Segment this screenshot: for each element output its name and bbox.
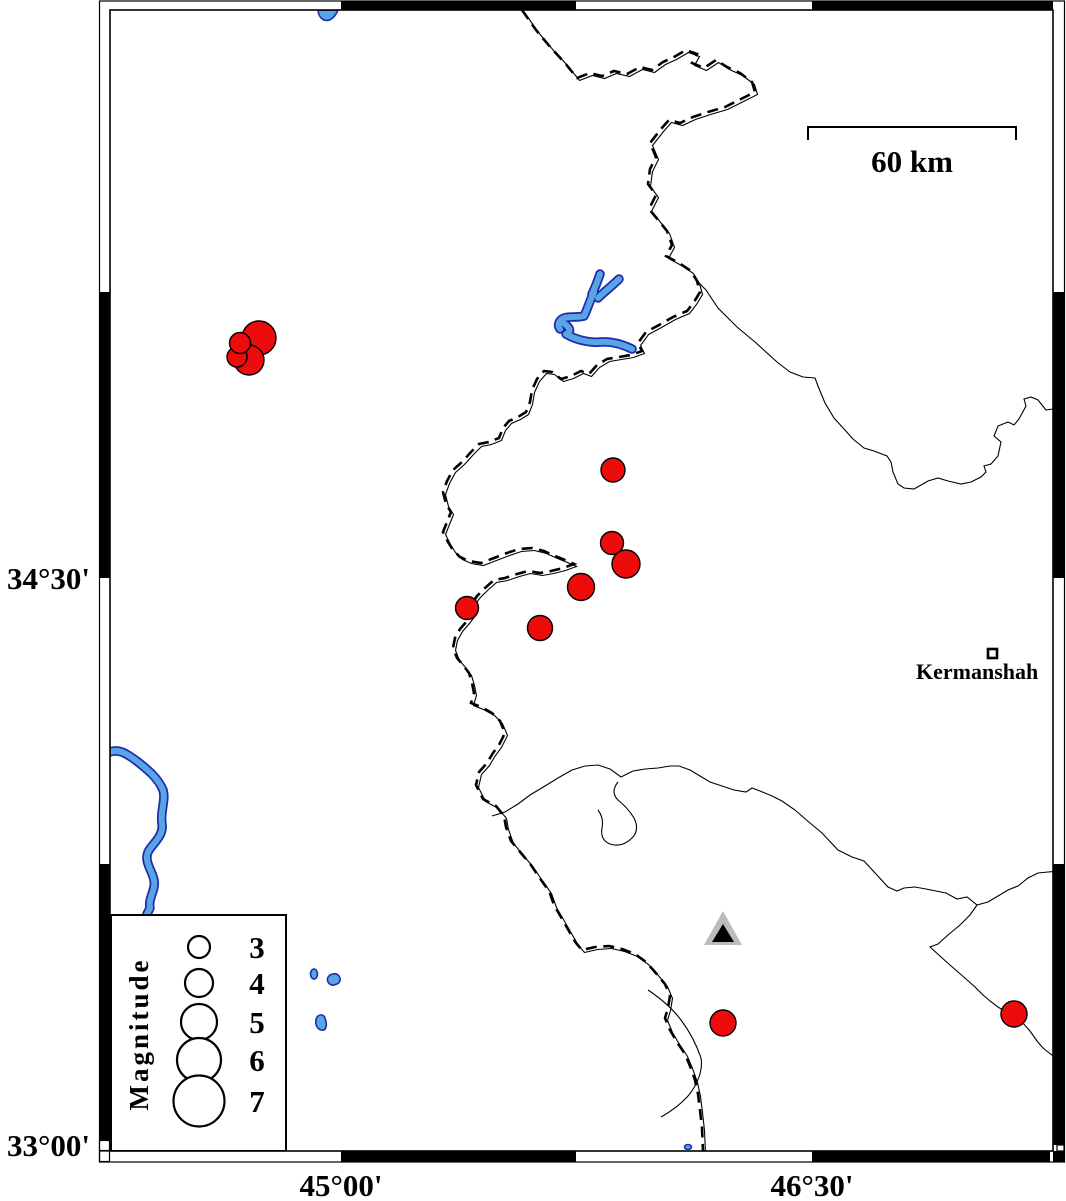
lake <box>553 269 637 354</box>
city-square-icon <box>986 647 999 660</box>
map-area: Kermanshah 60 km Magnitude 34 56 7 <box>110 10 1053 1151</box>
lat-label-3300: 33°00' <box>7 1128 90 1163</box>
scale-bar: 60 km <box>807 126 1017 179</box>
legend-title: Magnitude <box>124 957 154 1110</box>
earthquake-marker <box>611 549 641 579</box>
province-boundary-hook <box>597 781 638 846</box>
legend-magnitude-circle <box>183 967 215 999</box>
earthquake-markers <box>226 320 1028 1037</box>
earthquake-marker <box>228 331 252 355</box>
earthquake-marker <box>600 457 626 483</box>
earthquake-marker <box>526 614 554 642</box>
province-boundary-line <box>491 764 1053 906</box>
earthquake-marker <box>709 1009 737 1037</box>
station-triangle-inner <box>712 924 734 942</box>
earthquake-marker <box>599 530 625 556</box>
lat-label-3430: 34°30' <box>7 561 90 596</box>
legend-magnitude-value: 7 <box>249 1084 265 1119</box>
pond-small-3 <box>314 1014 328 1031</box>
city-label: Kermanshah <box>916 659 1038 684</box>
station-marker <box>704 911 742 945</box>
water-bodies <box>110 10 693 1151</box>
earthquake-marker <box>566 572 596 602</box>
pond-top-edge <box>317 10 339 22</box>
pond-small-1 <box>309 968 319 980</box>
earthquake-marker <box>454 595 480 621</box>
river-west <box>110 746 169 919</box>
legend-magnitude-circle <box>172 1074 226 1128</box>
lon-label-4500: 45°00' <box>299 1168 382 1201</box>
legend-magnitude-value: 3 <box>249 930 265 965</box>
legend-magnitude-circle <box>179 1002 219 1042</box>
thin-boundary-lines <box>491 281 1053 1118</box>
scale-bar-bracket <box>807 126 1017 140</box>
pond-bottom-edge <box>683 1143 693 1151</box>
legend-magnitude-circle <box>186 934 212 960</box>
city-kermanshah: Kermanshah <box>916 647 1038 684</box>
earthquake-marker <box>1000 1000 1028 1028</box>
river-line-south <box>647 989 702 1118</box>
pond-small-2 <box>326 972 341 986</box>
scale-bar-label: 60 km <box>871 144 953 179</box>
river-line-southeast <box>928 904 1053 1057</box>
legend-magnitude-value: 6 <box>249 1043 265 1078</box>
lon-label-4630: 46°30' <box>770 1168 853 1201</box>
axis-annotations: 34°30' 33°00' 45°00' 46°30' <box>7 561 854 1201</box>
legend-magnitude-value: 5 <box>249 1005 265 1040</box>
map-frame <box>98 0 1066 1163</box>
legend-items: 34 56 7 <box>172 930 265 1128</box>
magnitude-legend: Magnitude 34 56 7 <box>110 914 287 1151</box>
international-border-dashed <box>441 10 757 1151</box>
river-line-northeast <box>697 281 1053 490</box>
legend-magnitude-value: 4 <box>249 966 265 1001</box>
frame-black-segments <box>99 1 1064 1162</box>
